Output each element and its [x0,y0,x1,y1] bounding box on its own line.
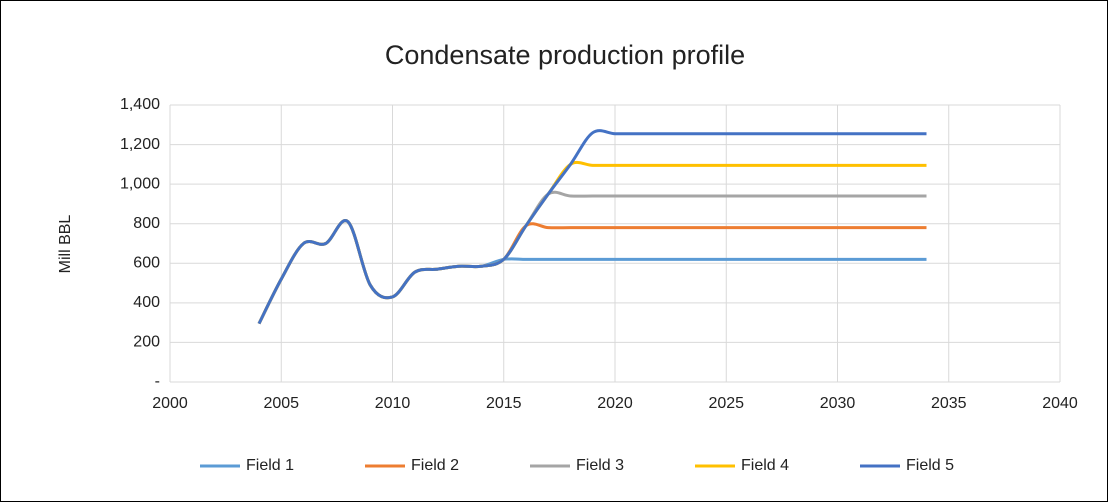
x-tick-label: 2020 [597,395,633,412]
y-tick-label: 400 [133,294,160,311]
x-tick-label: 2025 [708,395,744,412]
x-tick-label: 2015 [486,395,522,412]
y-tick-label: 1,000 [120,175,160,192]
x-tick-label: 2040 [1042,395,1078,412]
y-tick-label: - [155,373,160,390]
y-tick-label: 1,400 [120,96,160,113]
y-tick-label: 800 [133,215,160,232]
legend-label: Field 2 [411,457,459,474]
x-tick-label: 2035 [931,395,967,412]
y-axis-label: Mill BBL [57,215,74,274]
y-tick-label: 600 [133,255,160,272]
x-tick-label: 2010 [375,395,411,412]
x-tick-label: 2005 [263,395,299,412]
legend-label: Field 3 [576,457,624,474]
chart-title: Condensate production profile [385,40,745,70]
legend-label: Field 1 [246,457,294,474]
x-tick-label: 2030 [820,395,856,412]
legend-label: Field 5 [906,457,954,474]
x-tick-label: 2000 [152,395,188,412]
legend-label: Field 4 [741,457,789,474]
y-tick-label: 200 [133,334,160,351]
y-tick-label: 1,200 [120,136,160,153]
series-line [257,129,927,325]
